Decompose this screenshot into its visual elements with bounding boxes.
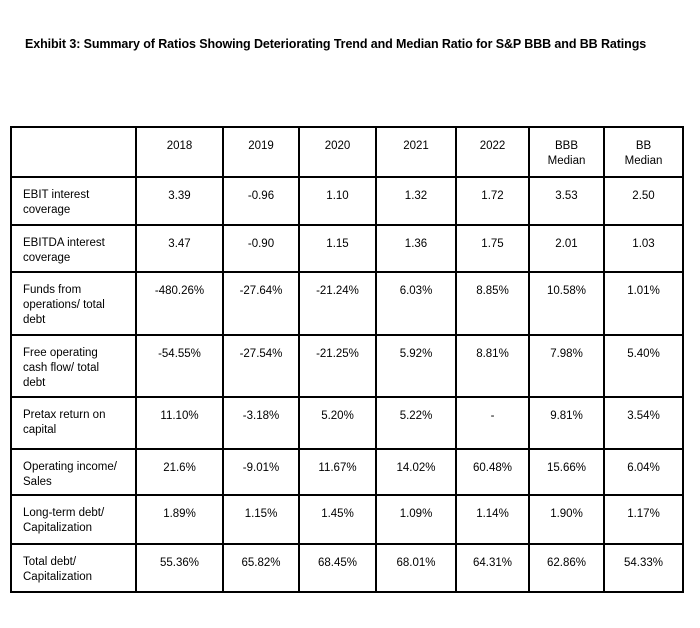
cell-value: -0.90 [222,224,300,273]
cell-value: 3.53 [528,176,605,226]
cell-value: 2.50 [603,176,684,226]
cell-value: 9.81% [528,395,605,450]
table-row: Free operating cash flow/ total debt -54… [10,334,684,398]
table-row: Operating income/ Sales 21.6% -9.01% 11.… [10,447,684,496]
cell-value: 1.15% [222,493,300,545]
table-row: EBIT interest coverage 3.39 -0.96 1.10 1… [10,176,684,226]
cell-value: 6.04% [603,447,684,496]
cell-value: 1.14% [455,493,530,545]
cell-value: 54.33% [603,542,684,593]
header-cell-2021: 2021 [375,126,457,178]
cell-value: -21.25% [298,334,377,398]
cell-value: -27.54% [222,334,300,398]
cell-value: 1.10 [298,176,377,226]
cell-value: 1.17% [603,493,684,545]
cell-value: 68.01% [375,542,457,593]
cell-value: 11.10% [135,395,224,450]
cell-value: 60.48% [455,447,530,496]
cell-value: 1.36 [375,224,457,273]
ratios-table: 2018 2019 2020 2021 2022 BBB Median BB M… [10,126,684,593]
cell-value: 2.01 [528,224,605,273]
cell-value: -0.96 [222,176,300,226]
cell-value: 15.66% [528,447,605,496]
row-label: Free operating cash flow/ total debt [10,334,137,398]
cell-value: 3.47 [135,224,224,273]
cell-value: 5.20% [298,395,377,450]
cell-value: 1.72 [455,176,530,226]
row-label: Funds from operations/ total debt [10,271,137,336]
cell-value: 64.31% [455,542,530,593]
header-cell-2020: 2020 [298,126,377,178]
table-header-row: 2018 2019 2020 2021 2022 BBB Median BB M… [10,126,684,178]
cell-value: 55.36% [135,542,224,593]
cell-value: 1.03 [603,224,684,273]
cell-value: 65.82% [222,542,300,593]
header-cell-2022: 2022 [455,126,530,178]
table-row: EBITDA interest coverage 3.47 -0.90 1.15… [10,224,684,273]
cell-value: 5.92% [375,334,457,398]
cell-value: - [455,395,530,450]
table-row: Funds from operations/ total debt -480.2… [10,271,684,336]
cell-value: 5.40% [603,334,684,398]
cell-value: -54.55% [135,334,224,398]
table-row: Long-term debt/ Capitalization 1.89% 1.1… [10,493,684,545]
cell-value: -9.01% [222,447,300,496]
table-row: Pretax return on capital 11.10% -3.18% 5… [10,395,684,450]
row-label: EBITDA interest coverage [10,224,137,273]
cell-value: 21.6% [135,447,224,496]
cell-value: -27.64% [222,271,300,336]
table-row: Total debt/ Capitalization 55.36% 65.82%… [10,542,684,593]
row-label: EBIT interest coverage [10,176,137,226]
header-cell-blank [10,126,137,178]
header-cell-bb-median: BB Median [603,126,684,178]
row-label: Pretax return on capital [10,395,137,450]
cell-value: 1.01% [603,271,684,336]
cell-value: 8.85% [455,271,530,336]
cell-value: 1.75 [455,224,530,273]
cell-value: -21.24% [298,271,377,336]
cell-value: 3.39 [135,176,224,226]
cell-value: 5.22% [375,395,457,450]
cell-value: 1.09% [375,493,457,545]
cell-value: 1.32 [375,176,457,226]
cell-value: -3.18% [222,395,300,450]
row-label: Operating income/ Sales [10,447,137,496]
cell-value: 1.90% [528,493,605,545]
cell-value: 14.02% [375,447,457,496]
cell-value: 62.86% [528,542,605,593]
cell-value: 10.58% [528,271,605,336]
cell-value: 6.03% [375,271,457,336]
row-label: Long-term debt/ Capitalization [10,493,137,545]
cell-value: 1.89% [135,493,224,545]
cell-value: 3.54% [603,395,684,450]
cell-value: -480.26% [135,271,224,336]
cell-value: 7.98% [528,334,605,398]
header-cell-2018: 2018 [135,126,224,178]
exhibit-title: Exhibit 3: Summary of Ratios Showing Det… [25,37,647,51]
header-cell-bbb-median: BBB Median [528,126,605,178]
cell-value: 68.45% [298,542,377,593]
row-label: Total debt/ Capitalization [10,542,137,593]
cell-value: 1.45% [298,493,377,545]
header-cell-2019: 2019 [222,126,300,178]
cell-value: 11.67% [298,447,377,496]
cell-value: 1.15 [298,224,377,273]
cell-value: 8.81% [455,334,530,398]
